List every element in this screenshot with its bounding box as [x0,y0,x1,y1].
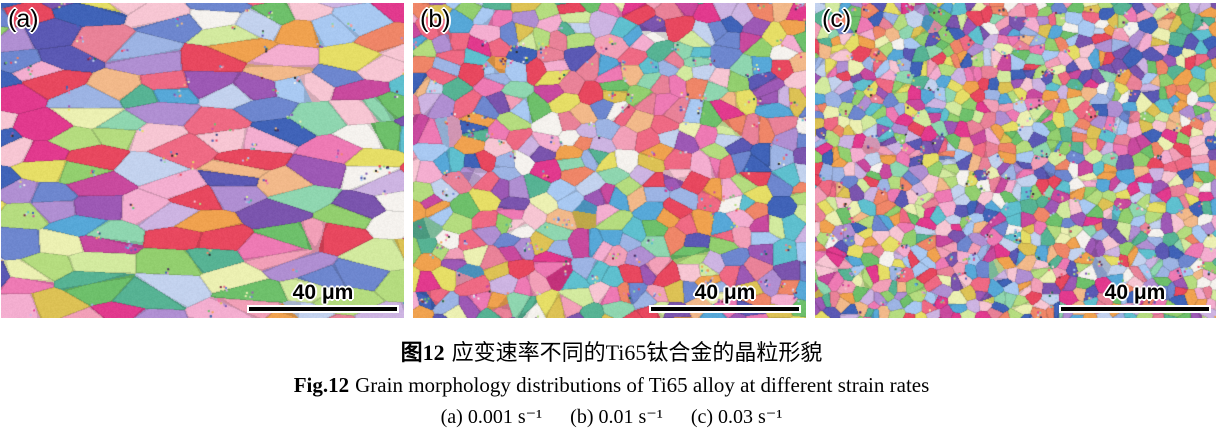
caption-chinese-text: 应变速率不同的Ti65钛合金的晶粒形貌 [451,340,823,365]
scale-bar-b: 40 μm [651,280,799,311]
scale-bar-line-c [1061,307,1209,311]
micrograph-panel-c: (c) 40 μm [815,3,1216,318]
figure-caption-block: 图12 应变速率不同的Ti65钛合金的晶粒形貌 Fig.12 Grain morph… [0,340,1223,429]
scale-bar-line-b [651,307,799,311]
caption-chinese-number: 图12 [400,340,445,365]
strain-rate-b: (b) 0.01 s⁻¹ [570,406,663,428]
panel-label-c: (c) [822,5,852,33]
scale-bar-a: 40 μm [249,280,397,311]
scale-bar-label-a: 40 μm [292,280,354,304]
scale-bar-c: 40 μm [1061,280,1209,311]
micrograph-panel-b: (b) 40 μm [413,3,806,318]
ebsd-grain-map-c [815,3,1216,318]
micrograph-row: (a) 40 μm (b) 40 μm (c) 40 μm [1,3,1216,318]
strain-rate-a: (a) 0.001 s⁻¹ [440,406,543,428]
ebsd-grain-map-a [1,3,404,318]
scale-bar-line-a [249,307,397,311]
caption-english-number: Fig.12 [293,373,350,397]
scale-bar-label-b: 40 μm [694,280,756,304]
strain-rate-c: (c) 0.03 s⁻¹ [690,406,783,428]
caption-strain-rates: (a) 0.001 s⁻¹ (b) 0.01 s⁻¹ (c) 0.03 s⁻¹ [0,405,1223,429]
ebsd-grain-map-b [413,3,806,318]
panel-label-a: (a) [8,5,39,33]
caption-english: Fig.12 Grain morphology distributions of … [0,373,1223,398]
micrograph-panel-a: (a) 40 μm [1,3,404,318]
caption-chinese: 图12 应变速率不同的Ti65钛合金的晶粒形貌 [0,340,1223,366]
caption-english-text: Grain morphology distributions of Ti65 a… [355,373,930,397]
scale-bar-label-c: 40 μm [1104,280,1166,304]
panel-label-b: (b) [420,5,451,33]
